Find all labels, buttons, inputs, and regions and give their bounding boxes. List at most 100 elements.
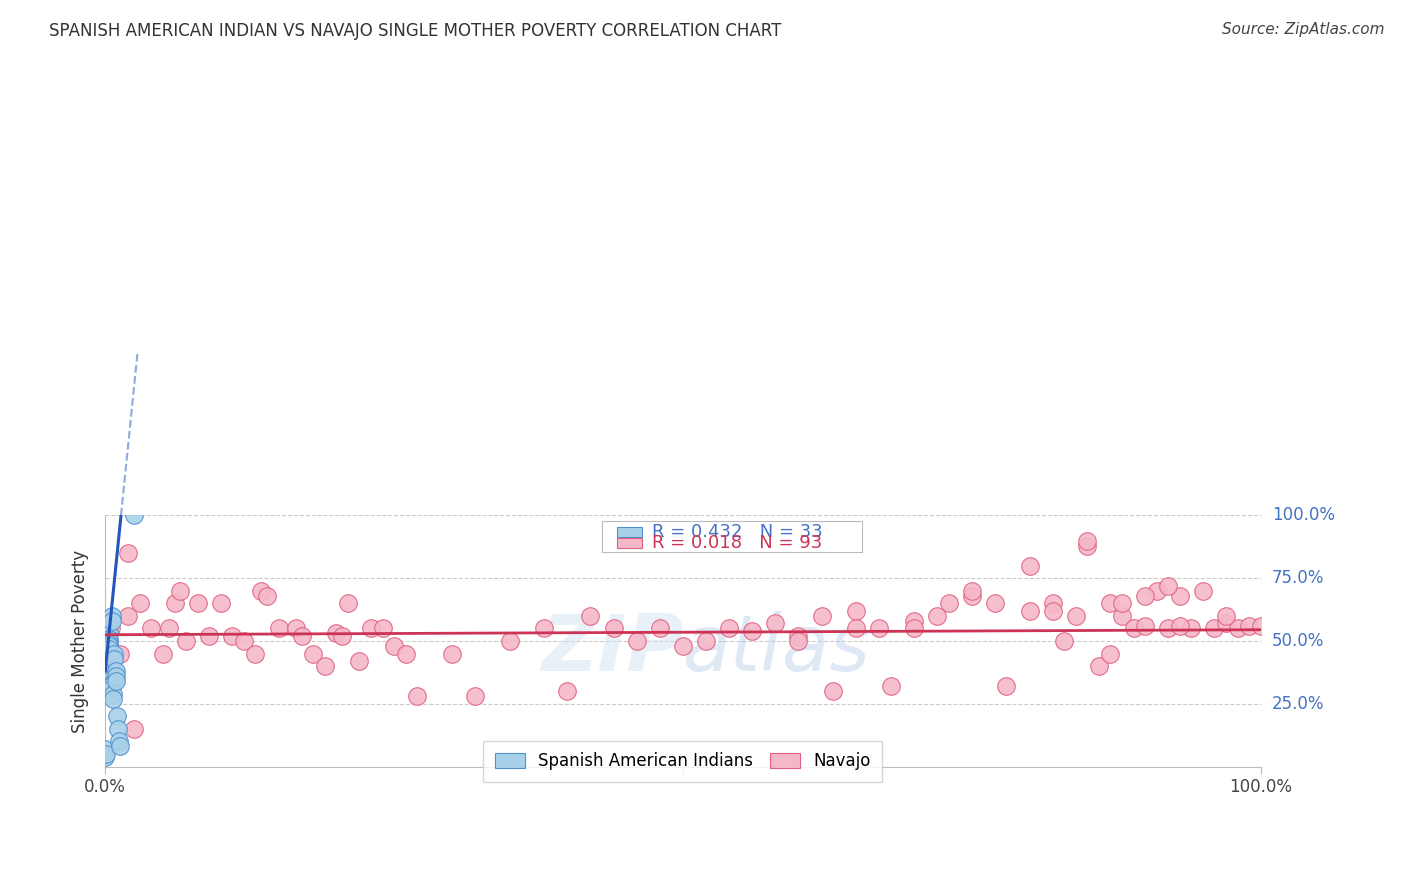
Point	[157, 622, 180, 636]
Point	[94, 742, 117, 756]
Legend: Spanish American Indians, Navajo: Spanish American Indians, Navajo	[484, 740, 883, 782]
Point	[104, 664, 127, 678]
Point	[96, 622, 118, 636]
Point	[1215, 616, 1237, 631]
Point	[440, 647, 463, 661]
Point	[98, 669, 121, 683]
Point	[128, 596, 150, 610]
Text: 50.0%: 50.0%	[1272, 632, 1324, 650]
Point	[880, 679, 903, 693]
Point	[1180, 622, 1202, 636]
Point	[995, 679, 1018, 693]
Point	[349, 654, 371, 668]
Point	[96, 641, 118, 656]
Point	[845, 622, 868, 636]
Point	[1168, 589, 1191, 603]
Point	[406, 690, 429, 704]
Point	[1099, 647, 1122, 661]
Point	[823, 684, 845, 698]
Point	[960, 589, 983, 603]
Text: Source: ZipAtlas.com: Source: ZipAtlas.com	[1222, 22, 1385, 37]
Point	[110, 647, 132, 661]
Text: ZIP: ZIP	[541, 610, 683, 687]
Point	[1168, 619, 1191, 633]
Text: atlas: atlas	[683, 610, 870, 687]
Y-axis label: Single Mother Poverty: Single Mother Poverty	[72, 549, 89, 732]
Point	[648, 622, 671, 636]
Point	[267, 622, 290, 636]
Point	[868, 622, 890, 636]
Point	[198, 629, 221, 643]
Point	[1018, 604, 1040, 618]
Point	[672, 639, 695, 653]
Point	[122, 508, 145, 523]
Point	[97, 634, 120, 648]
Point	[110, 739, 132, 754]
Point	[498, 634, 520, 648]
Point	[1157, 622, 1180, 636]
Point	[1053, 634, 1076, 648]
Point	[174, 634, 197, 648]
Point	[245, 647, 267, 661]
Point	[96, 747, 118, 761]
Point	[1122, 622, 1144, 636]
Point	[256, 589, 278, 603]
Point	[100, 679, 122, 693]
Point	[100, 681, 122, 696]
Point	[1146, 583, 1168, 598]
Bar	[617, 539, 643, 548]
Point	[960, 583, 983, 598]
Point	[336, 596, 359, 610]
Point	[232, 634, 254, 648]
Point	[602, 622, 624, 636]
Point	[371, 622, 394, 636]
Point	[325, 626, 347, 640]
Point	[810, 608, 832, 623]
Point	[141, 622, 163, 636]
Point	[1237, 619, 1260, 633]
Point	[97, 639, 120, 653]
Point	[1133, 619, 1156, 633]
Point	[101, 614, 124, 628]
Point	[209, 596, 232, 610]
Point	[100, 676, 122, 690]
Point	[1157, 579, 1180, 593]
Point	[97, 636, 120, 650]
Point	[105, 709, 128, 723]
Point	[187, 596, 209, 610]
Point	[100, 622, 122, 636]
Point	[984, 596, 1007, 610]
Point	[1076, 539, 1098, 553]
Point	[107, 722, 129, 736]
Point	[117, 608, 139, 623]
Point	[1076, 533, 1098, 548]
Point	[557, 684, 579, 698]
Point	[394, 647, 416, 661]
Point	[117, 546, 139, 560]
Point	[108, 734, 131, 748]
Point	[1133, 589, 1156, 603]
Point	[98, 674, 121, 689]
Text: 100.0%: 100.0%	[1272, 507, 1334, 524]
Point	[787, 634, 810, 648]
Point	[626, 634, 648, 648]
Point	[360, 622, 382, 636]
Point	[98, 664, 121, 678]
Point	[94, 749, 117, 764]
Point	[96, 659, 118, 673]
Point	[330, 629, 353, 643]
Text: SPANISH AMERICAN INDIAN VS NAVAJO SINGLE MOTHER POVERTY CORRELATION CHART: SPANISH AMERICAN INDIAN VS NAVAJO SINGLE…	[49, 22, 782, 40]
Point	[1042, 604, 1064, 618]
Point	[1064, 608, 1087, 623]
Point	[1250, 619, 1272, 633]
Point	[221, 629, 243, 643]
Point	[718, 622, 741, 636]
Point	[903, 622, 925, 636]
Text: R = 0.432   N = 33: R = 0.432 N = 33	[652, 523, 823, 541]
Point	[291, 629, 314, 643]
Point	[927, 608, 949, 623]
Point	[1215, 608, 1237, 623]
Point	[1018, 558, 1040, 573]
Point	[1099, 596, 1122, 610]
Point	[163, 596, 186, 610]
